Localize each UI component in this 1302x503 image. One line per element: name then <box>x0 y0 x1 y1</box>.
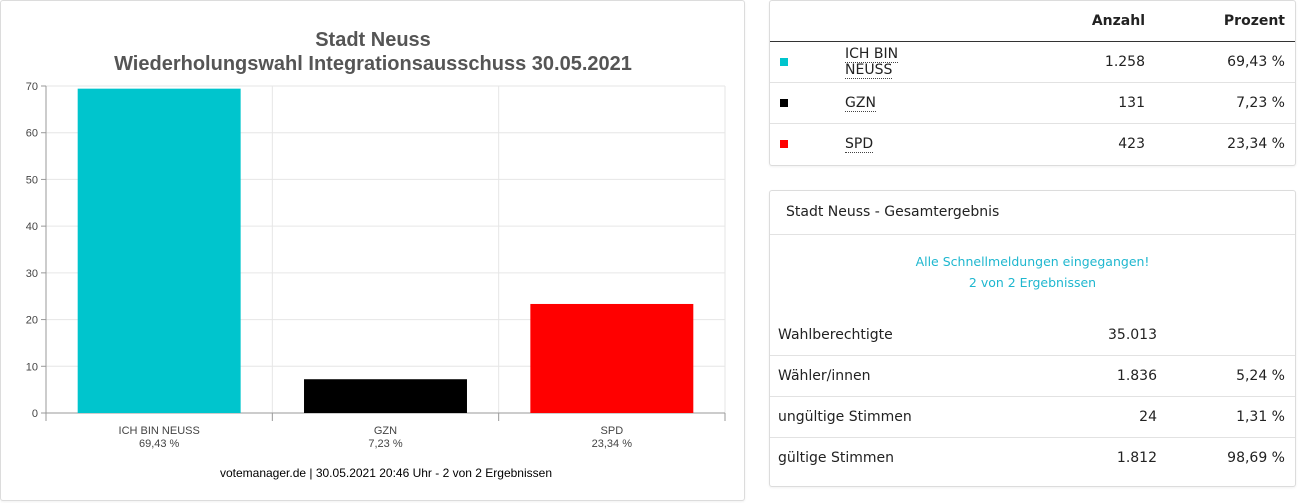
result-row: GZN 131 7,23 % <box>770 82 1295 124</box>
header-party <box>812 1 935 42</box>
x-category-label: GZN <box>374 425 397 437</box>
header-percent: Prozent <box>1155 1 1295 42</box>
party-count: 423 <box>1118 136 1145 152</box>
summary-row: Wähler/innen 1.836 5,24 % <box>770 355 1295 397</box>
x-category-label: SPD <box>601 425 624 437</box>
party-name-cell: ICH BIN NEUSS <box>812 41 935 83</box>
summary-panel: Stadt Neuss - Gesamtergebnis Alle Schnel… <box>769 190 1296 487</box>
y-tick-label: 0 <box>32 408 38 420</box>
results-panel: Anzahl Prozent ICH BIN NEUSS 1.258 69,43 %… <box>769 0 1296 166</box>
summary-notice: Alle Schnellmeldungen eingegangen! 2 von… <box>770 235 1295 315</box>
summary-count: 35.013 <box>1108 327 1157 343</box>
summary-label: ungültige Stimmen <box>770 396 969 438</box>
party-percent: 7,23 % <box>1155 82 1295 124</box>
notice-line-2: 2 von 2 Ergebnissen <box>968 275 1097 290</box>
y-tick-label: 20 <box>26 315 38 327</box>
summary-count: 1.812 <box>969 437 1167 478</box>
party-color-swatch <box>780 58 788 66</box>
x-percent-label: 23,34 % <box>592 438 633 450</box>
summary-label: Wähler/innen <box>770 355 969 397</box>
results-body: ICH BIN NEUSS 1.258 69,43 % GZN 131 7,23 % SPD… <box>770 41 1295 165</box>
party-percent: 23,34 % <box>1227 136 1285 152</box>
x-percent-label: 7,23 % <box>368 438 402 450</box>
party-name-cell: GZN <box>812 82 935 124</box>
party-color-swatch <box>780 99 788 107</box>
summary-table: Wahlberechtigte 35.013 Wähler/innen 1.83… <box>770 315 1295 478</box>
summary-count: 24 <box>969 396 1167 438</box>
summary-percent: 98,69 % <box>1167 437 1295 478</box>
summary-label: Wahlberechtigte <box>778 327 893 343</box>
bar[interactable] <box>304 379 467 413</box>
results-table: Anzahl Prozent ICH BIN NEUSS 1.258 69,43 %… <box>770 1 1295 164</box>
notice-line-1: Alle Schnellmeldungen eingegangen! <box>915 254 1150 269</box>
party-name-link[interactable]: ICH BIN NEUSS <box>845 46 899 79</box>
party-count: 131 <box>935 82 1155 124</box>
party-color-swatch <box>780 140 788 148</box>
result-row: SPD 423 23,34 % <box>770 124 1295 165</box>
summary-row: ungültige Stimmen 24 1,31 % <box>770 396 1295 438</box>
y-tick-label: 10 <box>26 361 38 373</box>
summary-percent: 1,31 % <box>1167 396 1295 438</box>
party-color-cell <box>770 41 812 83</box>
summary-row: Wahlberechtigte 35.013 <box>770 315 1295 356</box>
party-name-cell: SPD <box>812 124 935 165</box>
party-name-link[interactable]: SPD <box>845 136 874 153</box>
header-count: Anzahl <box>935 1 1155 42</box>
y-tick-label: 30 <box>26 268 38 280</box>
party-color-cell <box>770 82 812 124</box>
result-row: ICH BIN NEUSS 1.258 69,43 % <box>770 41 1295 83</box>
chart-footer: votemanager.de | 30.05.2021 20:46 Uhr - … <box>220 466 552 480</box>
y-tick-label: 40 <box>26 221 38 233</box>
y-tick-label: 50 <box>26 174 38 186</box>
summary-count: 1.836 <box>969 355 1167 397</box>
bar[interactable] <box>77 88 241 413</box>
summary-label: gültige Stimmen <box>770 437 969 478</box>
party-percent: 69,43 % <box>1155 41 1295 83</box>
results-header-row: Anzahl Prozent <box>770 1 1295 42</box>
x-category-label: ICH BIN NEUSS <box>119 425 200 437</box>
bars <box>77 88 694 413</box>
chart-subtitle: Wiederholungswahl Integrationsausschuss … <box>114 53 632 75</box>
party-color-cell <box>770 124 812 165</box>
chart-panel: Stadt Neuss Wiederholungswahl Integratio… <box>0 0 745 501</box>
summary-percent: 5,24 % <box>1167 355 1295 397</box>
party-count: 1.258 <box>935 41 1155 83</box>
summary-row: gültige Stimmen 1.812 98,69 % <box>770 437 1295 478</box>
bar-chart: Stadt Neuss Wiederholungswahl Integratio… <box>26 29 726 480</box>
party-name-link[interactable]: GZN <box>845 95 876 112</box>
bar[interactable] <box>530 303 694 413</box>
header-swatch <box>770 1 812 42</box>
y-tick-label: 70 <box>26 81 38 93</box>
x-percent-label: 69,43 % <box>139 438 180 450</box>
chart-title: Stadt Neuss <box>315 29 431 51</box>
summary-title: Stadt Neuss - Gesamtergebnis <box>770 191 1295 235</box>
summary-percent <box>1167 315 1295 356</box>
y-tick-label: 60 <box>26 128 38 140</box>
